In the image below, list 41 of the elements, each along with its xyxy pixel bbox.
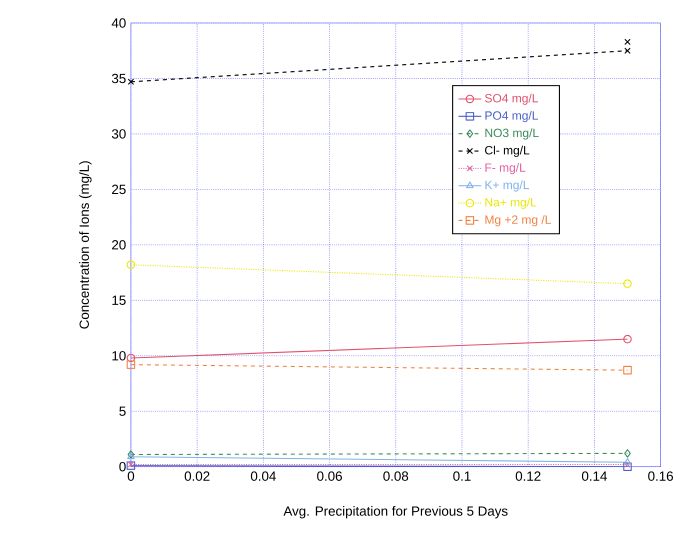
legend-label: NO3 mg/L [485,128,539,140]
y-tick-label: 35 [112,74,126,84]
y-tick-label: 20 [112,240,126,250]
point [128,78,134,86]
y-tick-label: 0 [119,462,126,472]
x-tick-label: 0.12 [516,472,540,482]
legend-label: Na+ mg/L [485,198,536,210]
y-tick-label: 30 [112,129,126,139]
legend-label: SO4 mg/L [484,94,538,105]
legend-label: PO4 mg/L [485,111,538,122]
legend-label: K+ mg/L [485,180,530,192]
point [126,360,136,370]
point [624,449,631,458]
y-tick-label: 40 [112,18,126,28]
point [624,48,631,54]
y-tick-label: 15 [112,296,126,306]
point [623,280,632,288]
point [126,354,136,362]
point [624,38,631,46]
point [128,461,134,468]
legend-label: Mg +2 mg /L [485,215,552,226]
point [623,462,632,472]
y-axis-title: Concentration of Ions (mg/L) [79,161,92,329]
x-tick-label: 0.14 [582,472,607,482]
x-tick-label: 0.06 [317,472,342,482]
y-tick-label: 10 [112,351,126,361]
point [126,260,136,270]
x-tick-label: 0.1 [453,472,471,482]
x-tick-label: 0.16 [648,472,673,482]
x-tick-label: 0.02 [184,472,210,482]
point [126,462,136,470]
y-tick-label: 5 [119,406,126,416]
x-tick-label: 0 [128,472,134,482]
x-axis-title: Avg. Precipitation for Previous 5 Days [283,506,508,519]
legend-label: F- mg/L [485,163,526,174]
point [623,335,632,344]
legend-label: Cl- mg/L [485,146,530,158]
x-tick-label: 0.08 [383,472,408,482]
x-tick-label: 0.04 [250,472,276,482]
y-tick-label: 25 [112,184,126,194]
point [623,366,632,375]
